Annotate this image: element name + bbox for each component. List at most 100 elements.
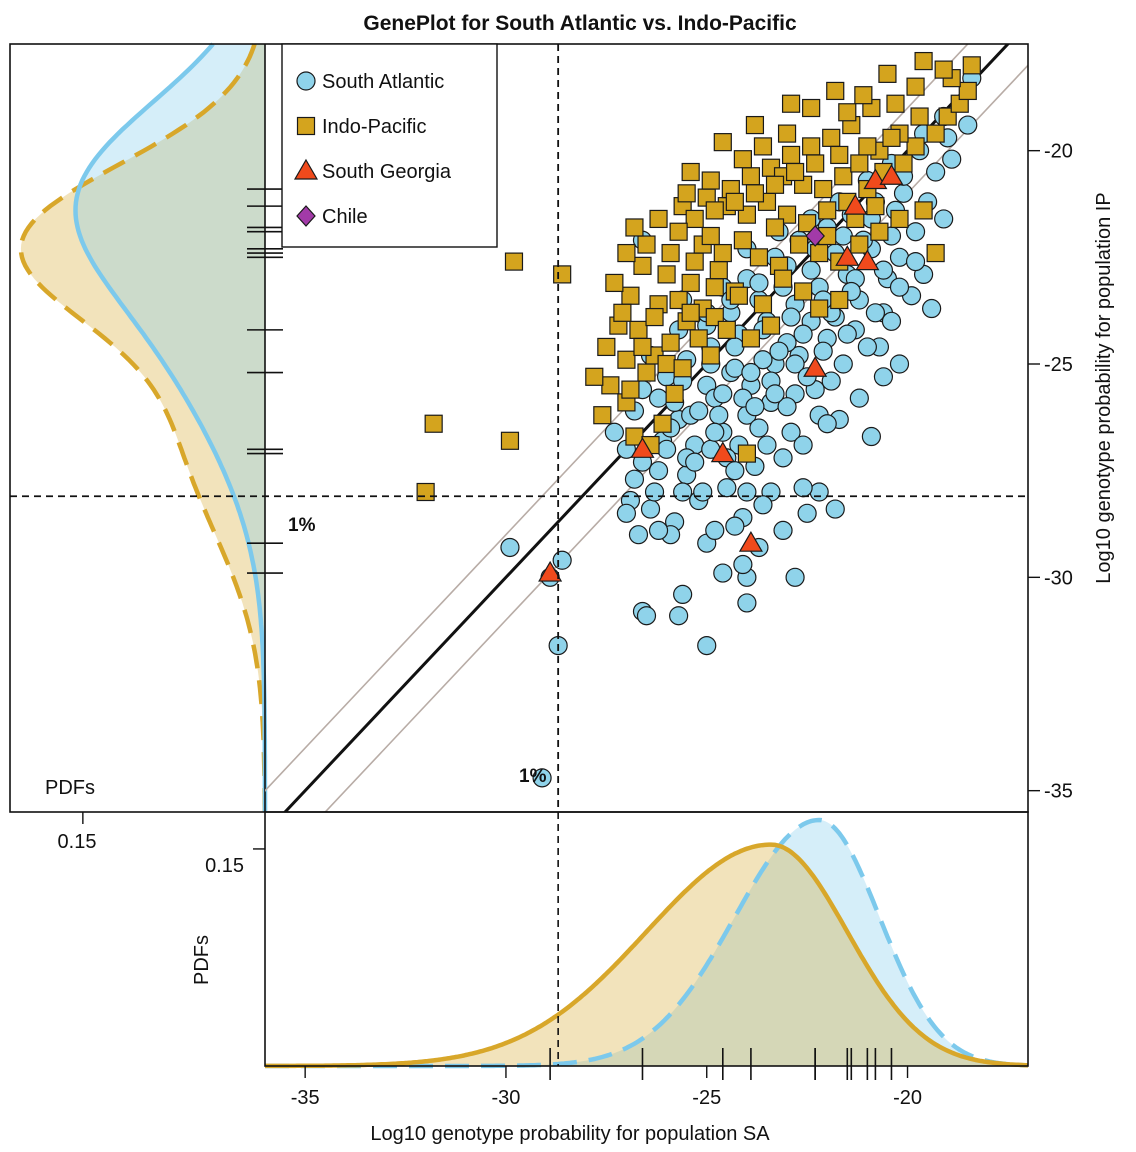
- indo-pacific-point: [713, 243, 732, 263]
- indo-pacific-point: [886, 94, 905, 113]
- south-atlantic-point: [745, 397, 765, 417]
- indo-pacific-point: [870, 222, 889, 241]
- indo-pacific-point: [906, 77, 925, 96]
- bottom-pdf-tick-label: 0.15: [205, 855, 244, 877]
- indo-pacific-point: [681, 162, 700, 182]
- south-atlantic-point: [552, 550, 572, 570]
- indo-pacific-point: [910, 107, 929, 126]
- y-axis-label: Log10 genotype probability for populatio…: [1093, 192, 1115, 583]
- chart-title: GenePlot for South Atlantic vs. Indo-Pac…: [363, 12, 797, 35]
- indo-pacific-point: [633, 337, 652, 357]
- indo-pacific-point: [613, 303, 632, 322]
- south-atlantic-point: [640, 499, 661, 519]
- chile-point: [805, 225, 825, 247]
- indo-pacific-point: [657, 265, 676, 284]
- x-axis-label: Log10 genotype probability for populatio…: [370, 1123, 770, 1145]
- south-atlantic-point: [648, 520, 669, 541]
- indo-pacific-point: [914, 201, 933, 220]
- indo-pacific-point: [553, 265, 572, 284]
- y-tick-label: -20: [1044, 141, 1073, 163]
- left-pdf-label: PDFs: [45, 777, 95, 799]
- left-pdf-sa-fill: [75, 44, 265, 812]
- south-atlantic-point: [793, 478, 813, 498]
- south-atlantic-point: [500, 537, 520, 558]
- south-atlantic-point: [781, 307, 801, 327]
- indo-pacific-point: [621, 380, 640, 399]
- south-atlantic-point: [881, 311, 902, 331]
- indo-pacific-point: [850, 154, 869, 173]
- south-atlantic-point: [616, 503, 637, 523]
- south-atlantic-point: [737, 482, 757, 502]
- indo-pacific-point: [633, 256, 652, 275]
- indo-pacific-point: [597, 337, 616, 357]
- indo-pacific-point: [709, 261, 728, 280]
- south-atlantic-point: [673, 584, 693, 605]
- indo-pacific-point: [745, 184, 765, 203]
- south-georgia-point: [855, 249, 880, 271]
- legend-label: South Atlantic: [322, 71, 444, 93]
- south-atlantic-point: [737, 593, 757, 613]
- south-atlantic-point: [889, 247, 910, 267]
- south-georgia-point: [710, 441, 735, 463]
- south-atlantic-point: [942, 149, 962, 169]
- south-atlantic-point: [765, 384, 785, 404]
- bottom-pdf-ip-fill: [265, 844, 1028, 1066]
- south-atlantic-point: [673, 482, 693, 502]
- south-atlantic-point: [624, 469, 645, 489]
- legend-marker: [293, 158, 319, 180]
- indo-pacific-point: [500, 431, 520, 450]
- south-atlantic-point: [785, 354, 805, 374]
- south-atlantic-point: [644, 482, 665, 502]
- indo-pacific-point: [798, 214, 817, 233]
- south-atlantic-point: [753, 495, 773, 515]
- south-atlantic-point: [785, 567, 805, 587]
- x-tick-label: -20: [893, 1087, 922, 1109]
- indo-pacific-point: [585, 367, 604, 386]
- legend: South Atlantic Indo-Pacific South Georgia C…: [281, 43, 498, 248]
- bottom-pdf-sa-fill: [265, 820, 1028, 1066]
- indo-pacific-point: [802, 98, 821, 118]
- left-pdf-ip-curve: [18, 43, 268, 812]
- y-tick-label: -35: [1044, 781, 1073, 803]
- indo-pacific-point: [765, 175, 785, 194]
- indo-pacific-point: [882, 128, 901, 147]
- south-atlantic-point: [934, 209, 954, 229]
- south-georgia-point: [538, 560, 563, 582]
- indo-pacific-point: [677, 184, 696, 203]
- south-atlantic-point: [725, 358, 745, 378]
- south-atlantic-point: [922, 298, 942, 319]
- south-atlantic-point: [749, 418, 769, 438]
- south-atlantic-point: [837, 324, 857, 344]
- indo-pacific-point: [673, 359, 692, 378]
- indo-pacific-point: [733, 150, 752, 169]
- legend-marker: [296, 116, 316, 136]
- indo-pacific-point: [858, 137, 877, 156]
- south-atlantic-point: [889, 354, 910, 374]
- south-atlantic-point: [713, 563, 733, 583]
- legend-marker: [296, 71, 316, 91]
- indo-pacific-point: [773, 269, 793, 288]
- indo-pacific-point: [890, 209, 909, 229]
- indo-pacific-point: [681, 303, 700, 322]
- indo-pacific-point: [866, 197, 885, 216]
- indo-pacific-point: [826, 81, 845, 101]
- indo-pacific-point: [717, 320, 736, 339]
- south-atlantic-point: [697, 635, 717, 656]
- indo-pacific-point: [745, 115, 765, 135]
- indo-pacific-point: [878, 64, 897, 83]
- indo-pacific-point: [926, 243, 945, 263]
- south-atlantic-point: [689, 401, 709, 421]
- legend-label: Chile: [322, 206, 368, 228]
- south-atlantic-point: [636, 606, 657, 626]
- south-georgia-point: [630, 437, 655, 458]
- south-atlantic-point: [833, 354, 853, 374]
- indo-pacific-point: [854, 86, 873, 105]
- indo-pacific-point: [737, 444, 756, 463]
- bottom-pdf-label: PDFs: [191, 935, 213, 985]
- indo-pacific-point: [830, 145, 849, 165]
- south-atlantic-point: [669, 606, 689, 626]
- threshold-label-x: 1%: [519, 766, 547, 787]
- south-atlantic-point: [773, 448, 793, 468]
- indo-pacific-point: [818, 201, 837, 220]
- indo-pacific-point: [830, 290, 849, 310]
